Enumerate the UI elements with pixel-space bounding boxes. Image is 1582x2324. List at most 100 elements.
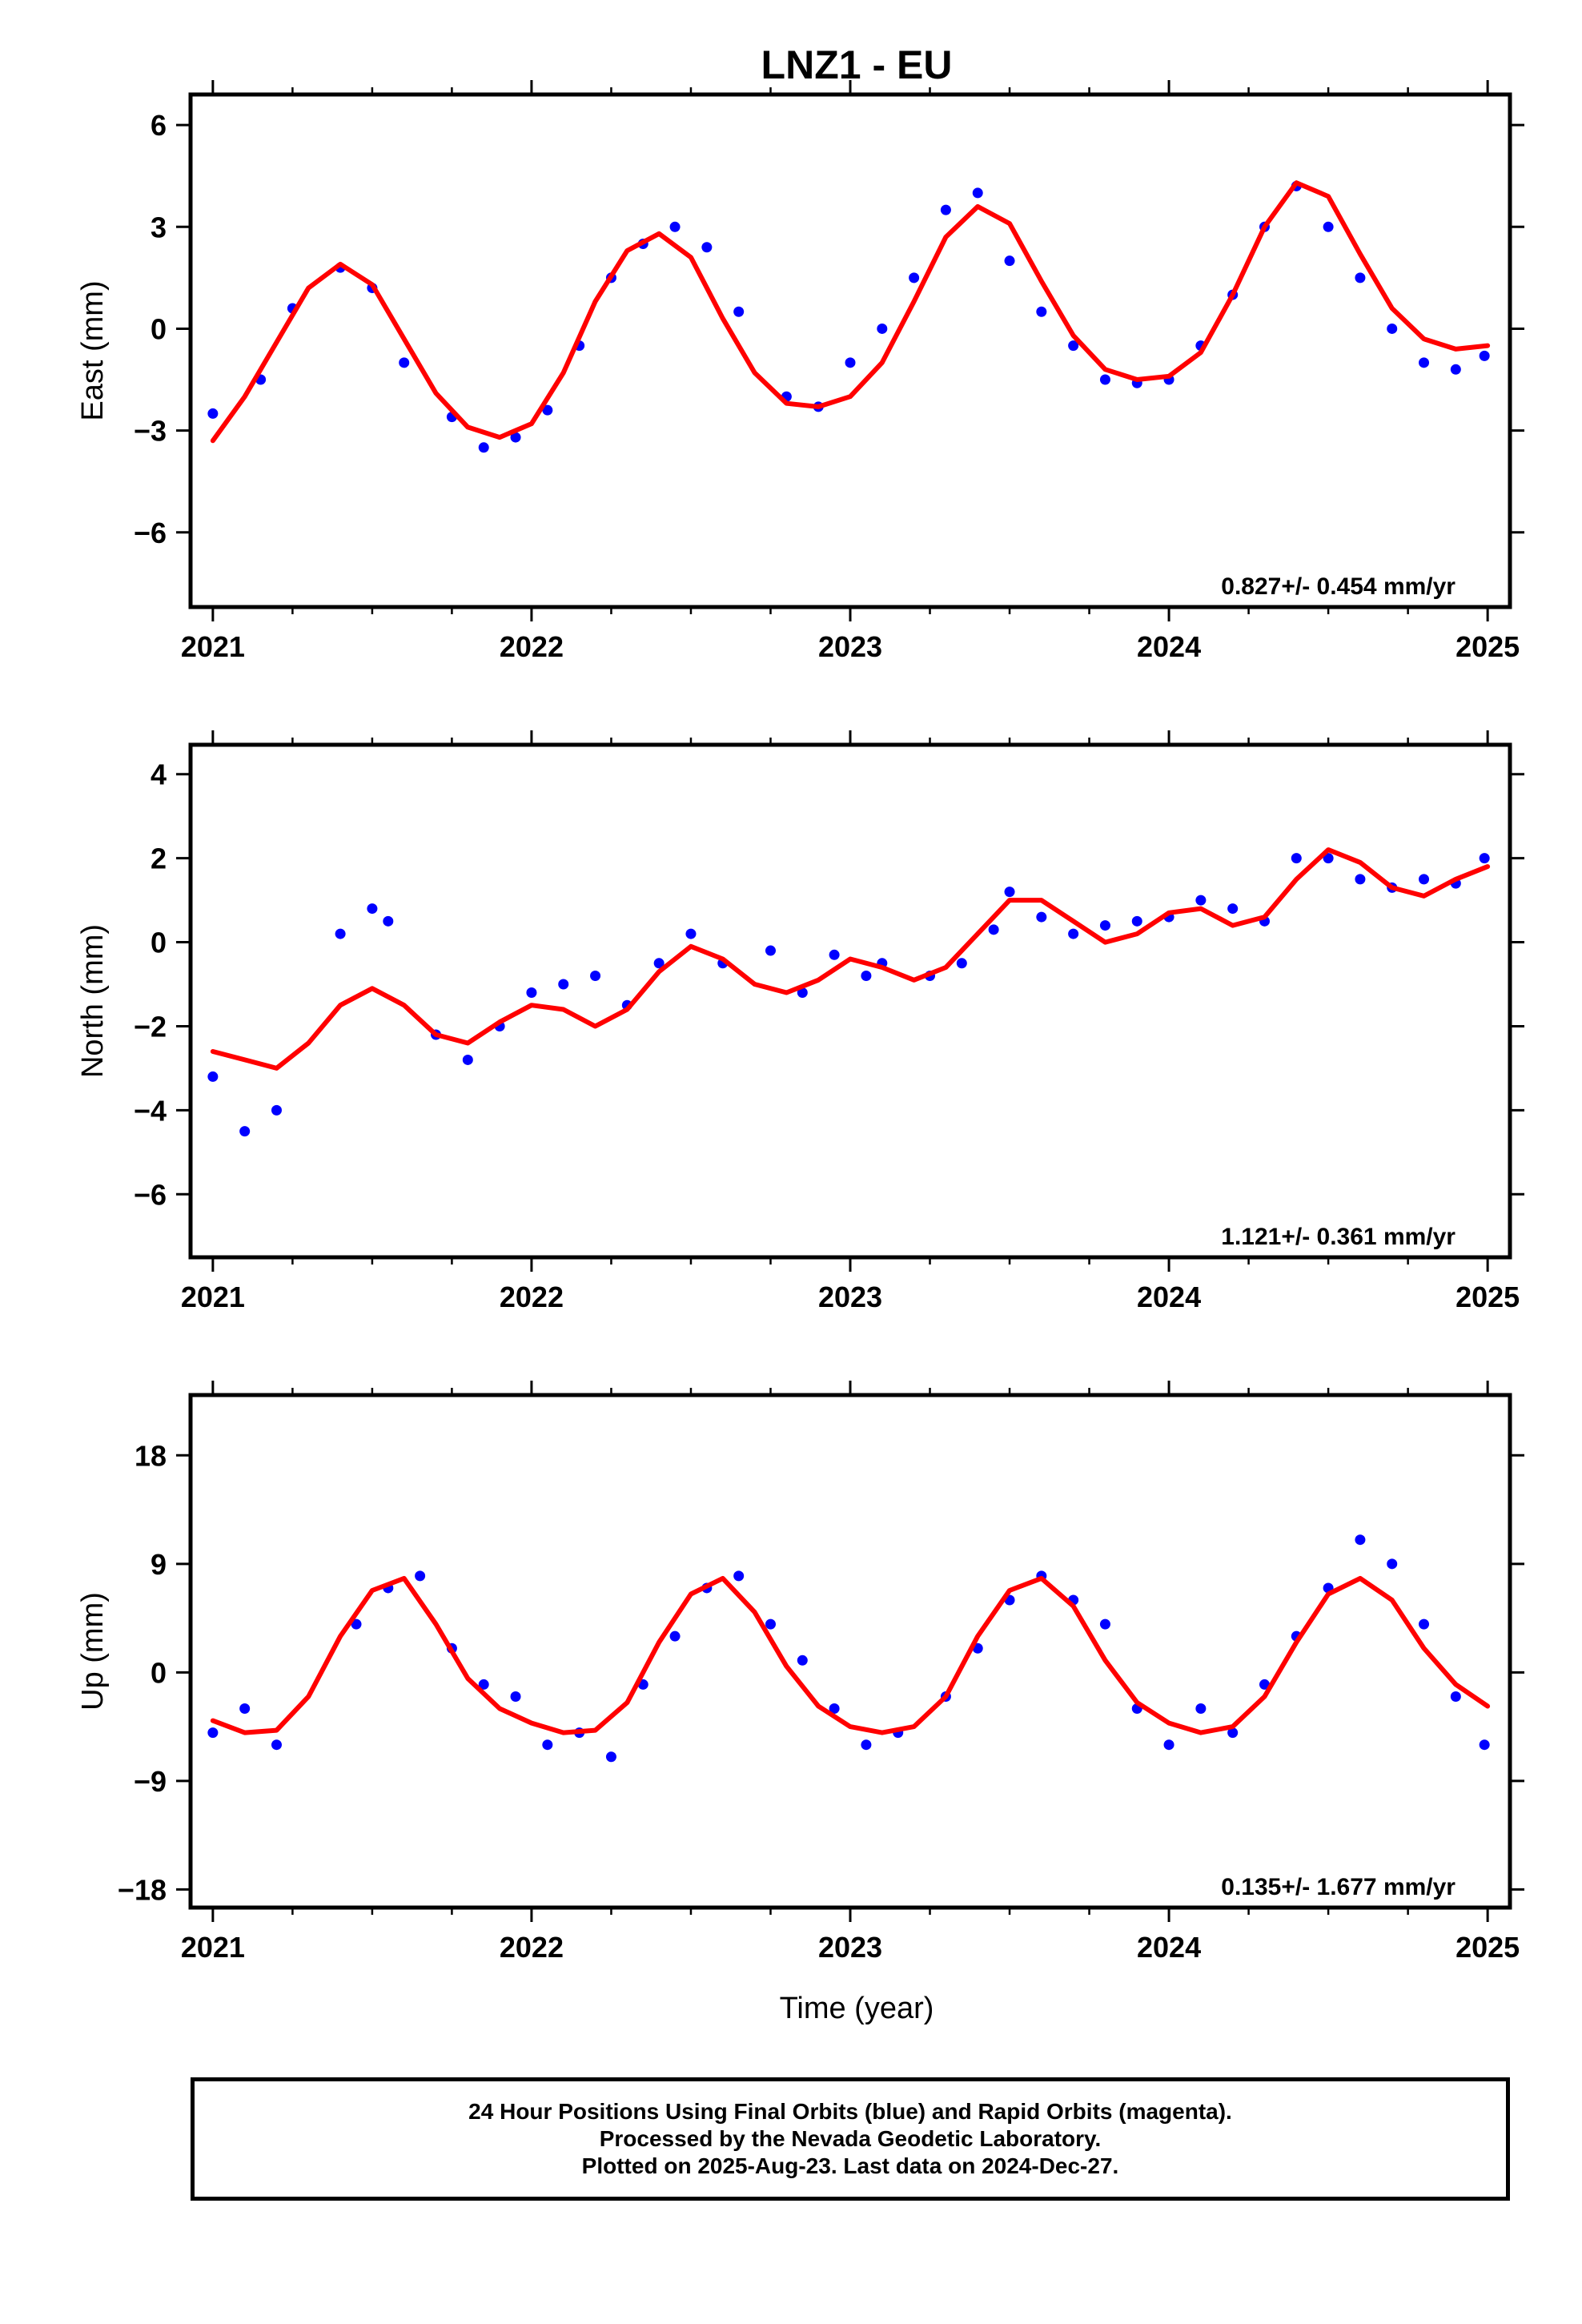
north-data-point [1131, 915, 1142, 927]
east-data-point [399, 357, 410, 368]
north-x-tick-label: 2022 [500, 1281, 564, 1313]
up-data-point [207, 1727, 219, 1739]
up-y-tick-label: −9 [134, 1765, 167, 1798]
up-x-tick-label: 2022 [500, 1931, 564, 1964]
up-data-point [510, 1691, 521, 1702]
up-model-curve [210, 1575, 1491, 1735]
up-data-point [239, 1703, 251, 1715]
north-y-tick-label: 2 [151, 842, 167, 875]
north-data-point [765, 945, 776, 956]
up-y-tick-label: 18 [135, 1439, 167, 1472]
east-data-point [1355, 272, 1366, 283]
east-y-tick-label: 3 [151, 211, 167, 243]
north-x-tick-label: 2021 [181, 1281, 245, 1313]
north-data-point [1479, 853, 1490, 864]
up-y-axis-label: Up (mm) [76, 1592, 110, 1711]
north-y-axis-label: North (mm) [76, 924, 110, 1078]
north-data-point [462, 1054, 473, 1065]
up-x-tick-label: 2025 [1456, 1931, 1520, 1964]
north-data-point [239, 1126, 251, 1137]
east-data-point [1419, 357, 1430, 368]
north-data-point [1036, 911, 1047, 923]
up-data-point [542, 1739, 553, 1751]
up-x-tick-label: 2023 [818, 1931, 882, 1964]
north-rate-label: 1.121+/- 0.361 mm/yr [1221, 1224, 1456, 1250]
east-data-point [1479, 350, 1490, 361]
north-data-point [685, 928, 697, 939]
north-x-tick-label: 2025 [1456, 1281, 1520, 1313]
up-data-point [1195, 1703, 1207, 1715]
east-plot-frame [188, 92, 1512, 609]
north-data-point [797, 987, 808, 999]
north-data-point [1068, 928, 1079, 939]
up-data-point [605, 1751, 616, 1763]
up-data-point [829, 1703, 840, 1715]
north-plot-frame [188, 742, 1512, 1260]
up-data-point [478, 1679, 489, 1690]
north-data-point [367, 903, 378, 915]
east-data-point [207, 408, 219, 419]
north-data-point [207, 1071, 219, 1082]
east-data-point [669, 221, 681, 232]
north-panel: 2021 2022 2023 2024 2025 −6 −4 −2 0 2 4 North (mm) 1… [76, 730, 1524, 1313]
up-rate-label: 0.135+/- 1.677 mm/yr [1221, 1874, 1456, 1900]
north-data-point [1099, 920, 1110, 931]
north-y-tick-label: −2 [134, 1010, 167, 1043]
north-data-point [1419, 874, 1430, 885]
east-x-tick-label: 2022 [500, 630, 564, 663]
up-data-point [1355, 1534, 1366, 1546]
east-y-tick-label: −6 [134, 517, 167, 549]
north-data-point [335, 928, 346, 939]
north-data-point [271, 1104, 282, 1116]
east-y-tick-label: 0 [151, 312, 167, 345]
north-model-curve [210, 847, 1491, 1071]
up-data-point [1099, 1618, 1110, 1630]
up-data-point [797, 1655, 808, 1666]
up-y-tick-label: −18 [118, 1873, 167, 1906]
up-data-point [1227, 1727, 1239, 1739]
east-data-point [733, 306, 745, 317]
east-data-point [1450, 364, 1461, 375]
east-y-tick-label: −3 [134, 415, 167, 448]
north-data-point [861, 971, 872, 982]
up-data-point [271, 1739, 282, 1751]
up-data-point [765, 1618, 776, 1630]
east-data-point [1004, 255, 1015, 267]
north-x-tick-label: 2023 [818, 1281, 882, 1313]
up-x-tick-label: 2024 [1137, 1931, 1201, 1964]
up-data-point [415, 1570, 426, 1582]
north-y-tick-label: −4 [134, 1094, 167, 1127]
up-data-point [1259, 1679, 1270, 1690]
up-data-point [733, 1570, 745, 1582]
north-y-tick-label: 0 [151, 927, 167, 959]
north-data-point [1004, 887, 1015, 898]
up-y-tick-label: 0 [151, 1656, 167, 1689]
north-data-point [1195, 895, 1207, 906]
east-panel: 2021 2022 2023 2024 2025 −6 −3 0 3 6 East (mm) 0.82… [76, 80, 1524, 663]
east-data-point [877, 323, 888, 334]
east-rate-label: 0.827+/- 0.454 mm/yr [1221, 573, 1456, 600]
east-data-point [1323, 221, 1334, 232]
up-data-point [1479, 1739, 1490, 1751]
north-data-point [653, 958, 665, 969]
footer-line-1: 24 Hour Positions Using Final Orbits (bl… [468, 2099, 1232, 2124]
east-x-tick-label: 2025 [1456, 630, 1520, 663]
north-data-point [1355, 874, 1366, 885]
east-y-tick-label: 6 [151, 109, 167, 142]
east-data-point [542, 404, 553, 416]
east-data-point [701, 242, 713, 253]
north-x-tick-label: 2024 [1137, 1281, 1201, 1313]
east-data-point [1099, 374, 1110, 385]
up-y-tick-label: 9 [151, 1548, 167, 1581]
east-data-point [972, 187, 983, 199]
north-y-tick-label: −6 [134, 1178, 167, 1211]
north-data-point [956, 958, 967, 969]
north-data-point [383, 915, 394, 927]
north-data-point [988, 924, 999, 935]
east-x-tick-label: 2024 [1137, 630, 1201, 663]
east-x-tick-label: 2021 [181, 630, 245, 663]
north-data-point [1227, 903, 1239, 915]
east-data-point [909, 272, 920, 283]
north-data-point [829, 949, 840, 960]
